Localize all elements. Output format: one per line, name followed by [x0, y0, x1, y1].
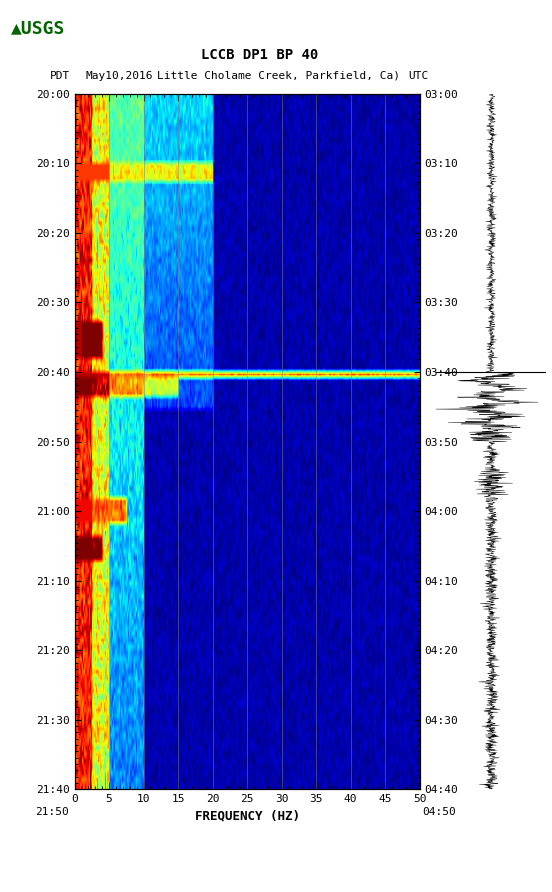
Text: PDT: PDT	[50, 70, 70, 81]
Text: ▲USGS: ▲USGS	[11, 20, 66, 37]
Text: UTC: UTC	[408, 70, 429, 81]
Text: LCCB DP1 BP 40: LCCB DP1 BP 40	[201, 48, 318, 62]
X-axis label: FREQUENCY (HZ): FREQUENCY (HZ)	[194, 810, 300, 822]
Text: 04:50: 04:50	[422, 806, 456, 817]
Text: 21:50: 21:50	[35, 806, 69, 817]
Text: May10,2016: May10,2016	[86, 70, 153, 81]
Text: Little Cholame Creek, Parkfield, Ca): Little Cholame Creek, Parkfield, Ca)	[157, 70, 400, 81]
